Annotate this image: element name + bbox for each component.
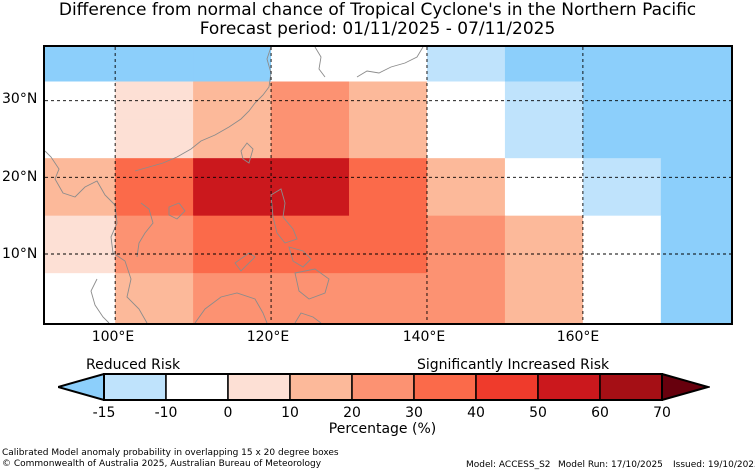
lon-label-100e: 100°E [91, 329, 135, 345]
graticule [45, 47, 731, 323]
coastline-mindanao [294, 268, 330, 300]
anomaly-cell [115, 119, 194, 159]
coastline-palawan [234, 252, 256, 272]
coastline-taiwan [240, 142, 254, 164]
colorbar-bin [227, 373, 291, 401]
anomaly-cell [193, 158, 272, 217]
footer-description: Calibrated Model anomaly probability in … [2, 448, 339, 458]
coastline-malay [90, 278, 110, 323]
anomaly-cell [115, 273, 194, 323]
anomaly-cell [349, 47, 428, 82]
anomaly-cells [45, 47, 731, 323]
anomaly-cell [115, 158, 194, 217]
colorbar-tick-label: 50 [529, 405, 547, 421]
colorbar-bin [599, 373, 663, 401]
colorbar-outline [103, 373, 663, 401]
anomaly-cell [504, 47, 731, 82]
anomaly-cell [193, 215, 272, 274]
colorbar-bin [537, 373, 601, 401]
anomaly-cell [349, 215, 428, 274]
anomaly-cell [115, 215, 194, 274]
colorbar-tick-label: 10 [281, 405, 299, 421]
anomaly-cell [45, 158, 116, 217]
coastline-luzon [270, 188, 298, 244]
anomaly-cell [45, 81, 116, 121]
reduced-risk-label: Reduced Risk [86, 357, 181, 373]
anomaly-cell [45, 215, 116, 274]
anomaly-cell [193, 47, 272, 82]
anomaly-cell [193, 273, 350, 323]
coastline-sulawesi [294, 312, 322, 323]
anomaly-cell [582, 215, 662, 274]
colorbar-bin [351, 373, 415, 401]
increased-risk-label: Significantly Increased Risk [417, 357, 610, 373]
anomaly-cell [426, 215, 506, 274]
colorbar-tick-label: 20 [343, 405, 361, 421]
colorbar-bin [103, 373, 167, 401]
anomaly-cell [582, 119, 731, 159]
anomaly-cell [271, 119, 350, 159]
anomaly-cell [426, 273, 506, 323]
anomaly-cell [660, 273, 731, 323]
anomaly-cell [45, 273, 116, 323]
colorbar-tick-label: 0 [223, 405, 233, 421]
anomaly-cell [504, 158, 584, 217]
anomaly-cell [660, 215, 731, 274]
footer-model: Model: ACCESS_S2 [466, 460, 551, 470]
colorbar-over-arrow [661, 373, 710, 401]
colorbar-bin [289, 373, 353, 401]
anomaly-cell [582, 273, 662, 323]
anomaly-cell [271, 47, 350, 82]
colorbar-tick-label: -10 [154, 405, 178, 421]
footer-issued: Issued: 19/10/2025 [673, 460, 755, 470]
coastline-china [134, 47, 272, 172]
colorbar-tick-label: 40 [467, 405, 485, 421]
lon-label-160e: 160°E [556, 329, 600, 345]
forecast-period: Forecast period: 01/11/2025 - 07/11/2025 [199, 19, 556, 39]
anomaly-cell [45, 119, 116, 159]
anomaly-cell [504, 273, 584, 323]
coastline-hainan [168, 202, 186, 220]
colorbar-tick-label: -15 [92, 405, 116, 421]
lon-label-140e: 140°E [402, 329, 446, 345]
anomaly-cell [504, 215, 584, 274]
lat-label-10n: 10°N [2, 246, 38, 262]
colorbar-bin [165, 373, 229, 401]
colorbar-tick-label: 60 [591, 405, 609, 421]
lat-label-20n: 20°N [2, 169, 38, 185]
anomaly-cell [426, 158, 506, 217]
coastline-japan [356, 47, 424, 78]
anomaly-cell [426, 119, 506, 159]
anomaly-cell [271, 158, 350, 217]
colorbar [58, 373, 710, 401]
anomaly-cell [45, 47, 194, 82]
coastline-visayas [288, 246, 312, 268]
coastline-borneo [194, 292, 268, 323]
map-panel [43, 45, 733, 325]
footer-copyright: © Commonwealth of Australia 2025, Austra… [2, 459, 322, 469]
coastline-korea [314, 47, 326, 78]
map-canvas [45, 47, 731, 323]
anomaly-cell [582, 158, 662, 217]
anomaly-cell [660, 158, 731, 217]
anomaly-cell [271, 215, 350, 274]
colorbar-under-arrow [58, 373, 105, 401]
colorbar-axis-label: Percentage (%) [328, 421, 437, 437]
lat-label-30n: 30°N [2, 91, 38, 107]
coastline-indochina [45, 150, 148, 323]
anomaly-cell [349, 273, 428, 323]
anomaly-cell [349, 158, 428, 217]
lon-label-120e: 120°E [246, 329, 290, 345]
colorbar-tick-label: 30 [405, 405, 423, 421]
anomaly-cell [426, 47, 506, 82]
coastlines [45, 47, 424, 323]
map-title: Difference from normal chance of Tropica… [58, 0, 697, 20]
anomaly-cell [349, 119, 428, 159]
colorbar-bin [475, 373, 539, 401]
colorbar-bin [413, 373, 477, 401]
footer-model-run: Model Run: 17/10/2025 [558, 460, 663, 470]
coastline-gulf-tonkin [136, 202, 154, 258]
colorbar-tick-label: 70 [653, 405, 671, 421]
anomaly-cell [504, 119, 584, 159]
